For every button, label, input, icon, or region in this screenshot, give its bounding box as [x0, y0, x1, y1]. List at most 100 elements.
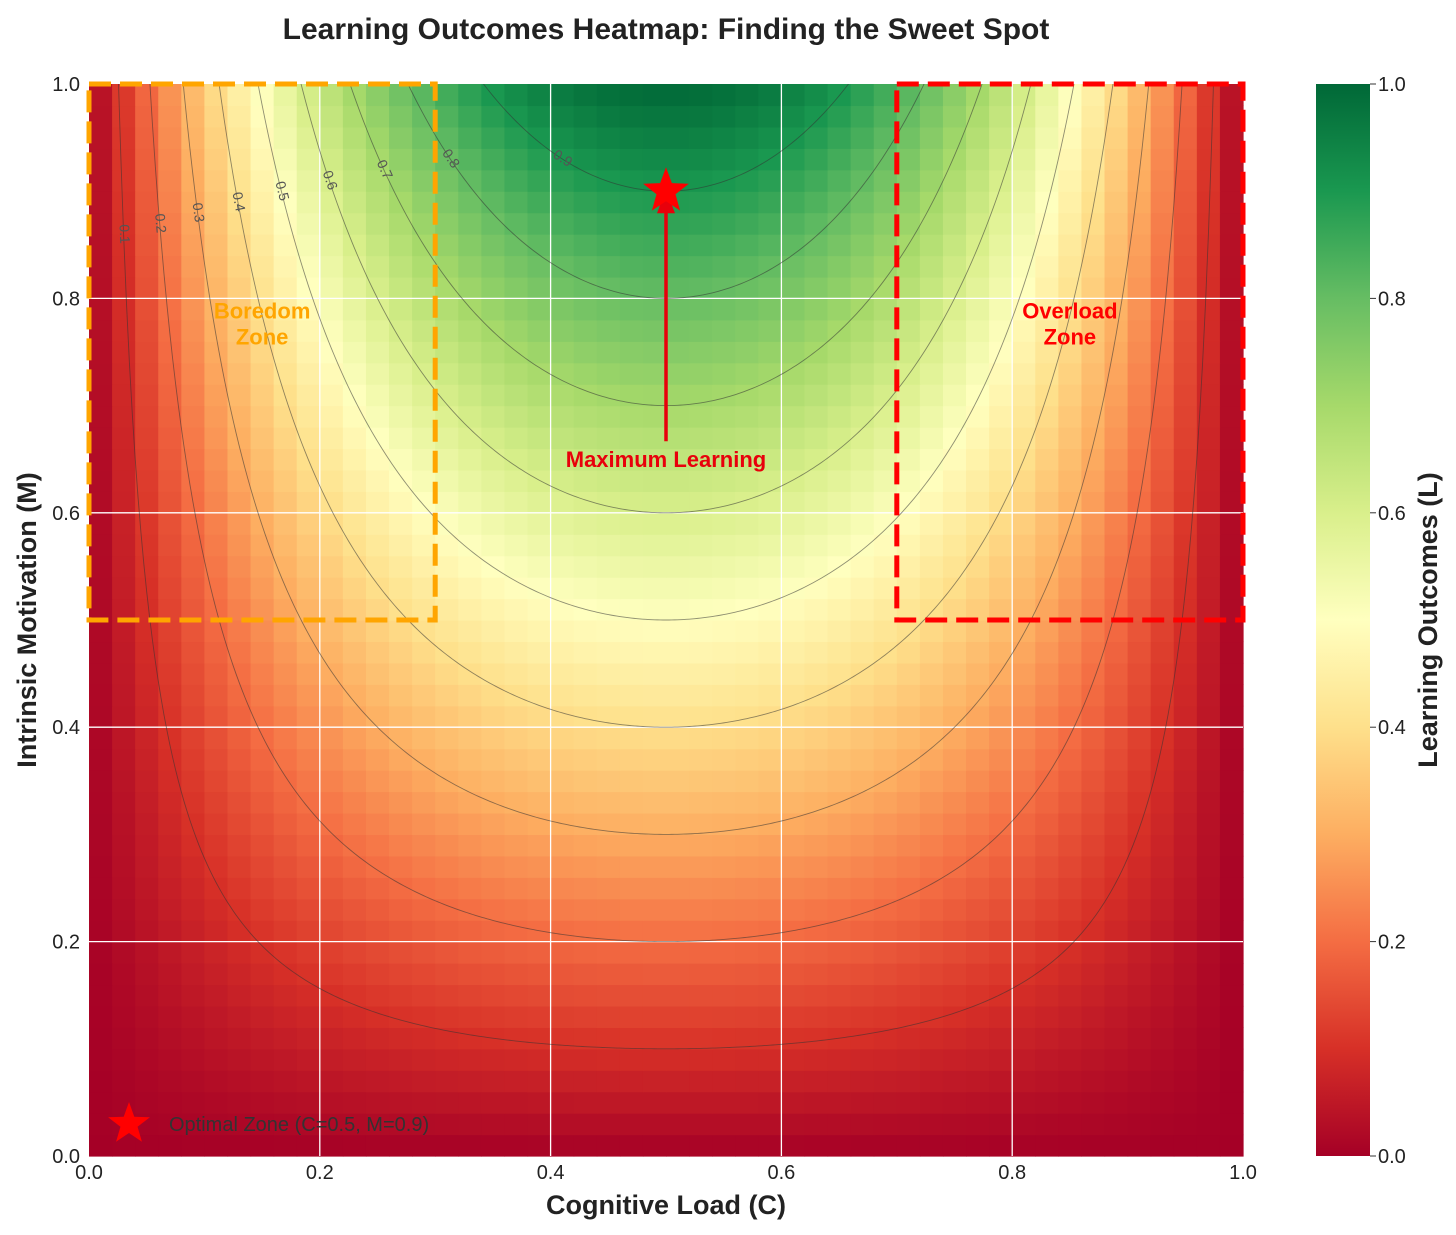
heatmap-cell: [1104, 941, 1129, 964]
heatmap-cell: [319, 898, 344, 921]
heatmap-cell: [1012, 791, 1036, 814]
heatmap-cell: [504, 834, 529, 857]
heatmap-cell: [319, 169, 344, 192]
heatmap-cell: [1127, 598, 1152, 621]
heatmap-cell: [204, 770, 229, 793]
heatmap-cell: [158, 84, 182, 107]
heatmap-cell: [1150, 427, 1175, 450]
heatmap-cell: [1104, 298, 1129, 321]
heatmap-cell: [850, 812, 875, 835]
heatmap-cell: [712, 512, 736, 535]
heatmap-cell: [412, 148, 436, 171]
heatmap-cell: [504, 255, 529, 278]
heatmap-cell: [596, 1134, 621, 1157]
heatmap-cell: [873, 491, 898, 514]
heatmap-cell: [873, 1027, 898, 1050]
heatmap-cell: [389, 641, 413, 664]
heatmap-cell: [1127, 448, 1152, 471]
heatmap-cell: [365, 1134, 390, 1157]
heatmap-cell: [158, 534, 182, 557]
heatmap-cell: [919, 512, 944, 535]
heatmap-cell: [227, 512, 252, 535]
heatmap-cell: [412, 598, 436, 621]
heatmap-cell: [89, 126, 113, 149]
heatmap-cell: [1012, 898, 1036, 921]
heatmap-cell: [527, 405, 552, 428]
heatmap-cell: [712, 748, 736, 771]
heatmap-cell: [689, 1027, 713, 1050]
heatmap-cell: [781, 448, 806, 471]
heatmap-cell: [504, 620, 529, 643]
heatmap-cell: [735, 362, 759, 385]
heatmap-cell: [365, 855, 390, 878]
heatmap-cell: [1058, 641, 1083, 664]
heatmap-cell: [666, 298, 690, 321]
heatmap-cell: [435, 191, 459, 214]
y-tick-label: 0.4: [52, 717, 80, 739]
heatmap-cell: [481, 234, 506, 257]
heatmap-cell: [735, 298, 759, 321]
heatmap-cell: [273, 791, 298, 814]
heatmap-cell: [712, 1091, 736, 1114]
heatmap-cell: [596, 169, 621, 192]
heatmap-cell: [481, 255, 506, 278]
heatmap-cell: [781, 791, 806, 814]
heatmap-cell: [896, 491, 921, 514]
heatmap-cell: [850, 1134, 875, 1157]
heatmap-cell: [712, 191, 736, 214]
heatmap-cell: [1173, 469, 1198, 492]
heatmap-cell: [1035, 126, 1059, 149]
heatmap-cell: [942, 1091, 967, 1114]
heatmap-cell: [112, 748, 136, 771]
heatmap-cell: [250, 469, 275, 492]
heatmap-cell: [435, 276, 459, 299]
heatmap-cell: [850, 620, 875, 643]
heatmap-cell: [712, 362, 736, 385]
heatmap-cell: [712, 319, 736, 342]
heatmap-cell: [619, 469, 644, 492]
heatmap-cell: [1104, 148, 1129, 171]
heatmap-cell: [342, 491, 367, 514]
heatmap-cell: [896, 684, 921, 707]
heatmap-cell: [919, 855, 944, 878]
heatmap-cell: [619, 791, 644, 814]
heatmap-cell: [458, 191, 482, 214]
heatmap-cell: [412, 812, 436, 835]
heatmap-cell: [527, 469, 552, 492]
heatmap-cell: [642, 469, 667, 492]
heatmap-cell: [89, 169, 113, 192]
heatmap-cell: [735, 255, 759, 278]
heatmap-cell: [181, 319, 205, 342]
heatmap-cell: [758, 641, 782, 664]
contour-label: 0.1: [117, 224, 134, 244]
heatmap-cell: [1035, 362, 1059, 385]
heatmap-cell: [896, 384, 921, 407]
heatmap-cell: [389, 491, 413, 514]
heatmap-cell: [89, 255, 113, 278]
heatmap-cell: [573, 1113, 598, 1136]
heatmap-cell: [827, 963, 852, 986]
heatmap-cell: [989, 1113, 1013, 1136]
heatmap-cell: [942, 319, 967, 342]
heatmap-cell: [666, 662, 690, 685]
heatmap-cell: [989, 126, 1013, 149]
heatmap-cell: [689, 1113, 713, 1136]
heatmap-cell: [1173, 684, 1198, 707]
heatmap-cell: [666, 341, 690, 364]
heatmap-cell: [550, 727, 575, 750]
heatmap-cell: [1127, 1113, 1152, 1136]
heatmap-cell: [250, 641, 275, 664]
heatmap-cell: [1058, 1113, 1083, 1136]
heatmap-cell: [942, 255, 967, 278]
heatmap-cell: [435, 684, 459, 707]
heatmap-cell: [481, 984, 506, 1007]
heatmap-cell: [181, 727, 205, 750]
heatmap-cell: [135, 877, 159, 900]
heatmap-cell: [966, 984, 990, 1007]
heatmap-cell: [1127, 212, 1152, 235]
heatmap-cell: [758, 705, 782, 728]
heatmap-cell: [1196, 169, 1221, 192]
heatmap-cell: [1035, 169, 1059, 192]
heatmap-cell: [158, 684, 182, 707]
heatmap-cell: [527, 384, 552, 407]
